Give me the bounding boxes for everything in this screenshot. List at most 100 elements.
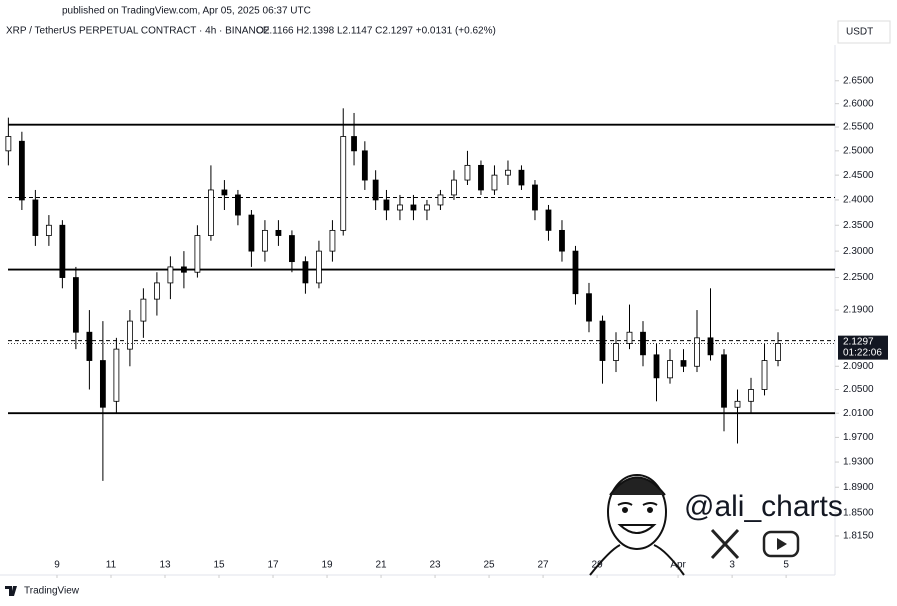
candle-body [208,189,214,236]
x-tick-label: 21 [375,560,387,571]
y-tick-label: 2.0500 [843,384,874,395]
candle-body [491,174,498,191]
x-tick-label: 25 [484,560,496,571]
candle-body [221,189,228,196]
candle-body [340,136,347,231]
y-tick-label: 2.0100 [843,408,874,419]
candle-body [194,235,201,273]
x-tick-label: 13 [159,560,171,571]
y-tick-label: 1.8500 [843,508,874,519]
candle-body [775,343,781,361]
y-tick-label: 2.5500 [843,122,874,133]
candle-body [372,179,379,201]
candle-body [59,224,66,278]
candle-body [99,360,106,408]
candle-body [316,250,322,284]
candle-body [351,136,357,152]
x-tick-label: 3 [729,560,735,571]
candle-body [707,337,714,356]
candle-body [18,140,25,201]
candle-body [72,277,79,333]
candle-body [640,331,646,356]
candle-body [437,194,444,206]
candle-body [572,250,579,295]
candle-body [667,360,673,379]
candle-body [45,224,52,236]
y-tick-label: 2.0900 [843,361,874,372]
y-tick-label: 2.3500 [843,220,874,231]
candle-body [478,164,484,191]
candle-body [248,214,255,252]
candle-body [113,348,120,402]
candle-body [761,360,768,390]
y-tick-label: 1.8150 [843,531,874,542]
avatar [589,474,685,576]
candle-body [181,266,187,273]
candle-body [721,354,727,408]
candle-body [734,400,741,408]
candle-body [424,204,430,211]
candle-body [361,150,368,181]
candle-body [235,194,241,216]
candle-body [653,354,660,379]
candle-body [167,266,174,284]
x-tick-label: 15 [213,560,225,571]
candle-body [680,360,687,367]
candle-body [464,164,471,181]
candle-body [559,229,565,252]
candle-body [126,320,133,350]
y-tick-label: 2.6000 [843,98,874,109]
candle-body [5,136,12,152]
candle-body [140,298,147,322]
y-tick-label: 1.8900 [843,482,874,493]
y-tick-label: 1.9700 [843,432,874,443]
candle-body [154,282,160,300]
candle-body [383,199,390,211]
chart-title: XRP / TetherUS PERPETUAL CONTRACT · 4h ·… [6,26,270,37]
candle-body [451,179,457,196]
x-tick-label: 27 [538,560,550,571]
x-logo [710,528,740,560]
watermark: @ali_charts [684,490,843,523]
y-tick-label: 2.6500 [843,75,874,86]
x-tick-label: 9 [54,560,60,571]
ohlc-readout: O2.1166 H2.1398 L2.1147 C2.1297 +0.0131 … [256,26,496,37]
candle-body [329,229,336,252]
x-tick-label: 5 [783,560,789,571]
candle-body [532,184,538,211]
candle-body [262,229,268,252]
x-tick-label: 23 [429,560,441,571]
y-tick-label: 2.4500 [843,170,874,181]
x-tick-label: 19 [321,560,333,571]
countdown: 01:22:06 [843,347,882,358]
y-tick-label: 2.3000 [843,246,874,257]
y-tick-label: 2.4000 [843,195,874,206]
currency-box [837,20,891,44]
candle-body [586,293,592,322]
last-price-label: 2.1297 [843,336,874,347]
x-tick-label: 11 [106,560,117,571]
candle-body [694,337,700,367]
candle-body [545,209,552,231]
candle-body [86,331,93,361]
y-tick-label: 2.2500 [843,272,874,283]
candle-body [410,204,417,211]
published-note: published on TradingView.com, Apr 05, 20… [62,6,311,17]
candle-body [748,389,754,402]
y-tick-label: 2.5000 [843,145,874,156]
y-tick-label: 2.1900 [843,305,874,316]
y-tick-label: 1.9300 [843,457,874,468]
candle-body [599,320,606,361]
x-tick-label: Apr [670,560,686,571]
candle-body [32,199,39,236]
last-price-box [838,335,888,360]
candle-body [275,229,282,236]
brand: TradingView [24,586,80,597]
candle-body [626,331,633,344]
brand-logo [5,586,17,596]
candle-body [397,204,403,211]
candle-body [518,169,525,186]
candle-body [302,261,309,284]
candle-body [289,235,295,263]
